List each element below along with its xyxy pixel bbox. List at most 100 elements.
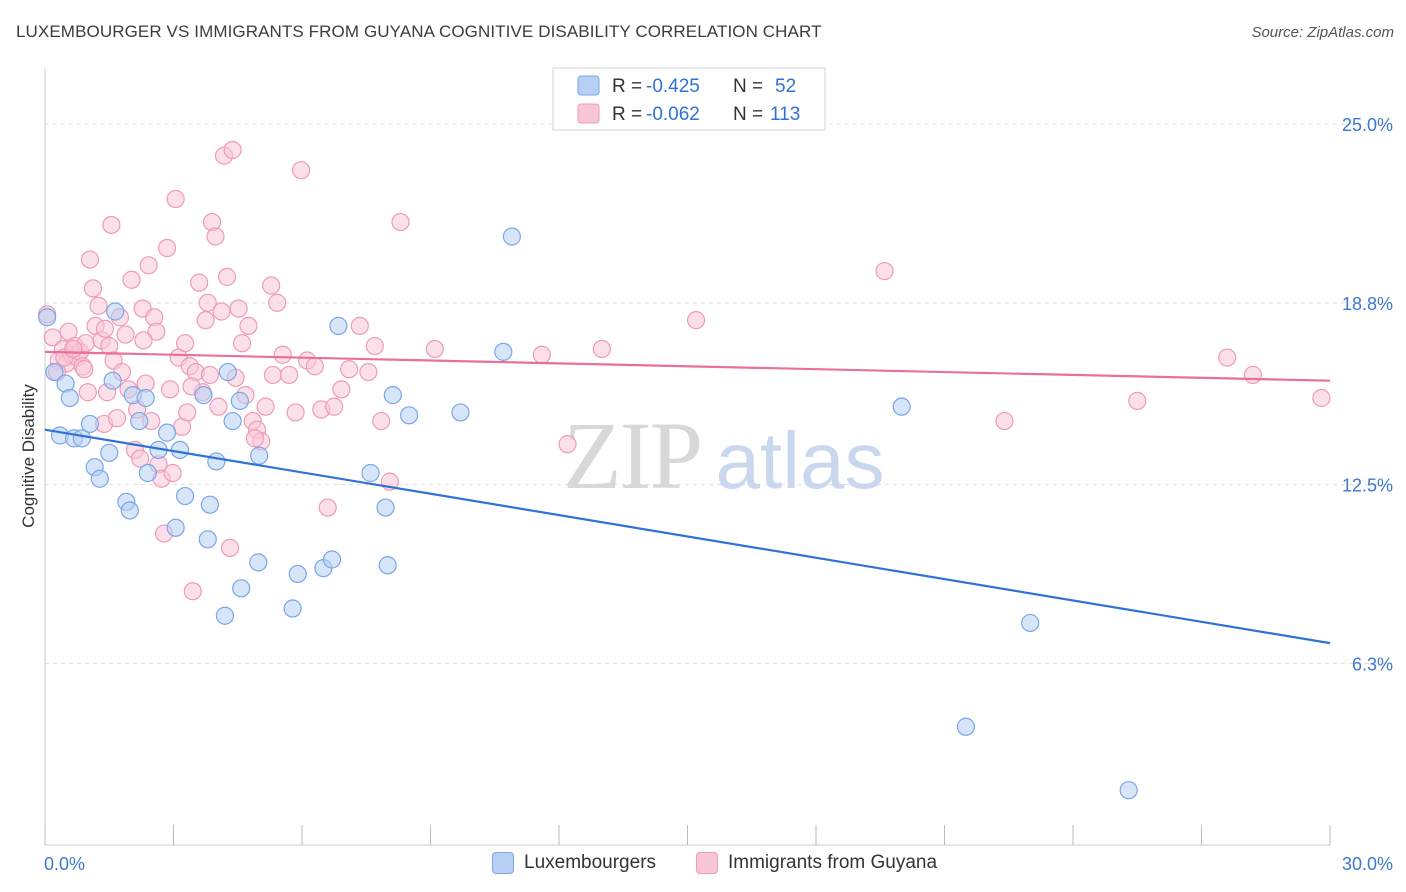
guyana-point-69: [239, 316, 258, 335]
guyana-point-101: [1128, 391, 1147, 410]
luxembourger-point-45: [451, 403, 470, 422]
guyana-point-21: [102, 215, 121, 235]
guyana-point-85: [325, 397, 344, 416]
luxembourger-point-1: [45, 362, 64, 382]
y-tick-label-2: 18.8%: [1342, 294, 1393, 314]
guyana-point-12: [78, 383, 97, 402]
axes: [44, 68, 1331, 846]
guyana-point-64: [223, 140, 242, 160]
guyana-point-102: [1218, 348, 1237, 367]
legend-n-value-2: 113: [770, 104, 800, 125]
legend-swatch-blue: [577, 75, 600, 96]
legend-n-value-1: 52: [775, 76, 796, 97]
legend-r-label-2: R =: [612, 104, 642, 125]
guyana-point-16: [89, 296, 108, 315]
guyana-point-54: [196, 311, 215, 330]
trend-line-immigrants-from-guyana: [44, 350, 1331, 382]
legend-label-luxembourgers: Luxembourgers: [524, 852, 657, 873]
guyana-point-66: [229, 299, 248, 318]
luxembourger-point-7: [80, 414, 100, 434]
luxembourger-point-47: [502, 227, 521, 246]
guyana-point-96: [558, 435, 577, 454]
legend-n-label-1: N =: [733, 76, 763, 97]
luxembourger-point-24: [194, 386, 213, 405]
guyana-point-60: [212, 302, 231, 321]
luxembourger-point-44: [399, 406, 419, 425]
luxembourger-point-42: [378, 556, 397, 575]
legend-item-luxembourgers: Luxembourgers: [492, 852, 656, 874]
luxembourger-point-26: [200, 495, 220, 514]
guyana-point-108: [75, 360, 94, 379]
guyana-point-74: [262, 276, 281, 295]
luxembourger-point-32: [232, 579, 251, 598]
guyana-point-103: [1243, 365, 1263, 385]
guyana-point-93: [391, 212, 410, 232]
luxembourger-point-51: [1119, 781, 1138, 800]
guyana-point-100: [995, 411, 1014, 431]
guyana-point-1: [43, 328, 62, 347]
guyana-point-55: [198, 293, 217, 312]
guyana-point-79: [286, 403, 305, 422]
y-tick-label-0: 6.3%: [1352, 654, 1393, 674]
luxembourger-point-16: [130, 411, 149, 431]
luxembourger-point-30: [223, 411, 242, 431]
luxembourger-point-10: [100, 443, 119, 462]
source-label: Source: ZipAtlas.com: [1251, 24, 1394, 41]
guyana-point-52: [190, 273, 209, 292]
luxembourger-point-34: [250, 446, 269, 465]
guyana-point-104: [1312, 388, 1331, 408]
legend-r-label-1: R =: [612, 76, 642, 97]
guyana-point-94: [425, 339, 444, 359]
guyana-point-13: [80, 250, 100, 269]
guyana-point-47: [175, 334, 195, 353]
luxembourger-point-39: [329, 316, 348, 335]
luxembourger-point-27: [207, 452, 226, 471]
guyana-point-48: [178, 403, 197, 422]
luxembourger-point-12: [106, 302, 125, 321]
guyana-point-34: [139, 256, 158, 275]
luxembourger-point-0: [38, 308, 57, 327]
guyana-point-37: [147, 322, 166, 341]
guyana-point-107: [64, 339, 83, 359]
legend-top: R = -0.425 N = 52 R = -0.062 N = 113: [552, 67, 826, 131]
guyana-point-67: [232, 334, 252, 353]
y-axis-label: Cognitive Disability: [19, 384, 38, 528]
legend-r-value-1: -0.425: [646, 76, 700, 97]
guyana-point-84: [318, 498, 337, 517]
luxembourger-point-40: [361, 463, 380, 483]
luxembourger-point-43: [383, 386, 402, 405]
luxembourger-point-4: [60, 388, 79, 408]
luxembourger-point-41: [376, 498, 395, 517]
luxembourger-point-46: [494, 342, 513, 361]
luxembourger-point-50: [1021, 613, 1040, 633]
guyana-point-99: [875, 262, 894, 281]
legend-r-value-2: -0.062: [646, 104, 700, 125]
luxembourger-point-18: [138, 463, 157, 483]
series-luxembourgers: [38, 227, 1138, 800]
luxembourger-point-28: [215, 606, 234, 625]
guyana-point-14: [83, 279, 103, 298]
guyana-point-62: [217, 267, 237, 286]
luxembourger-point-17: [136, 388, 155, 408]
guyana-point-89: [359, 362, 378, 382]
guyana-point-112: [245, 429, 264, 448]
luxembourger-point-49: [956, 717, 976, 736]
guyana-point-50: [183, 582, 202, 601]
luxembourger-point-20: [157, 423, 177, 442]
luxembourger-point-11: [103, 371, 122, 390]
guyana-point-78: [280, 365, 299, 385]
guyana-point-23: [107, 409, 127, 428]
luxembourger-point-25: [198, 530, 217, 549]
guyana-point-90: [365, 336, 384, 356]
guyana-point-110: [134, 331, 153, 350]
legend-bottom: Luxembourgers Immigrants from Guyana: [0, 850, 1406, 880]
guyana-point-59: [209, 397, 228, 416]
luxembourger-point-21: [166, 518, 185, 537]
legend-swatch-luxembourgers: [492, 852, 514, 874]
trend-line-luxembourgers: [44, 428, 1331, 645]
x-tick-label-0: 0.0%: [44, 854, 85, 874]
guyana-point-95: [532, 345, 551, 364]
watermark: ZIP atlas: [563, 402, 884, 509]
guyana-point-28: [122, 270, 141, 289]
